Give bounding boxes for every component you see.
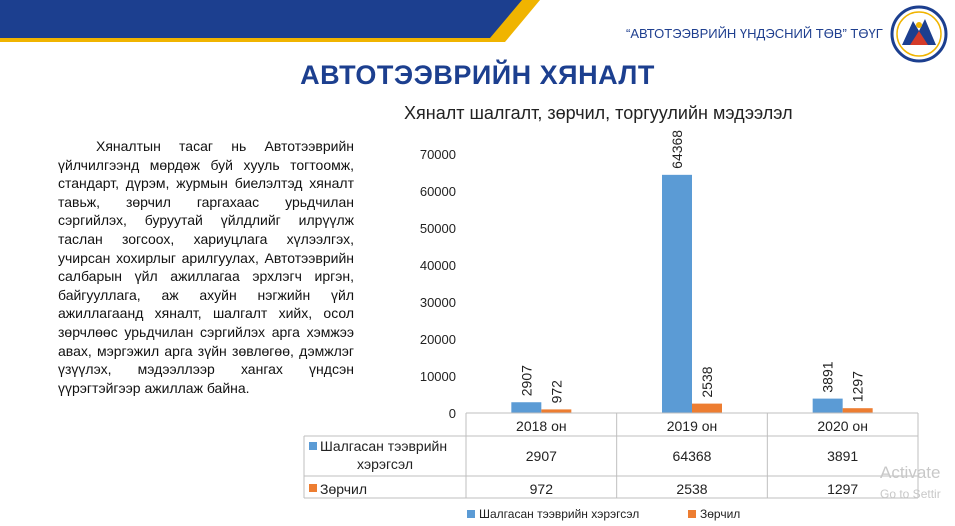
bar-inspected (511, 402, 542, 413)
y-tick-label: 70000 (420, 147, 456, 162)
data-label: 2907 (518, 365, 534, 396)
description-paragraph: Хяналтын тасаг нь Автотээврийн үйлчилгээ… (58, 138, 354, 396)
mountain-emblem-icon (890, 5, 948, 63)
table-legend-key (309, 442, 317, 450)
table-value: 3891 (827, 448, 858, 464)
data-label: 1297 (850, 371, 866, 402)
y-tick-label: 0 (449, 406, 456, 421)
bar-violations (541, 409, 572, 413)
bar-inspected (662, 174, 692, 413)
bar-inspected (812, 398, 843, 413)
data-label: 3891 (820, 361, 836, 392)
bar-violations (692, 403, 722, 413)
legend-key (688, 510, 696, 518)
data-label: 2538 (699, 366, 715, 397)
header-banner (0, 0, 540, 42)
y-tick-label: 10000 (420, 369, 456, 384)
organization-name: “АВТОТЭЭВРИЙН ҮНДЭСНИЙ ТӨВ” ТӨҮГ (626, 26, 883, 41)
x-category-label: 2020 он (817, 418, 868, 434)
table-series-label: хэрэгсэл (357, 456, 413, 472)
y-tick-label: 40000 (420, 258, 456, 273)
table-value: 2907 (526, 448, 557, 464)
data-label: 972 (548, 380, 564, 404)
table-series-label: Зөрчил (320, 481, 367, 497)
table-value: 2538 (676, 481, 707, 497)
table-value: 1297 (827, 481, 858, 497)
table-legend-key (309, 484, 317, 492)
slide-title: АВТОТЭЭВРИЙН ХЯНАЛТ (300, 60, 655, 90)
y-tick-label: 50000 (420, 221, 456, 236)
x-category-label: 2019 он (667, 418, 718, 434)
table-value: 64368 (673, 448, 712, 464)
y-tick-label: 60000 (420, 184, 456, 199)
x-category-label: 2018 он (516, 418, 567, 434)
activation-watermark-title: Activate (880, 463, 941, 482)
bar-violations (842, 408, 873, 413)
y-tick-label: 30000 (420, 295, 456, 310)
legend-label: Шалгасан тээврийн хэрэгсэл (479, 507, 639, 521)
legend-label: Зөрчил (700, 507, 740, 521)
data-label: 64368 (669, 130, 685, 169)
chart-title: Хяналт шалгалт, зөрчил, торгуулийн мэдээ… (404, 103, 793, 123)
banner-blue-band (0, 0, 522, 38)
table-series-label: Шалгасан тээврийн (320, 438, 447, 454)
y-tick-label: 20000 (420, 332, 456, 347)
activation-watermark-subtitle: Go to Settir (880, 487, 941, 501)
legend-key (467, 510, 475, 518)
table-value: 972 (530, 481, 554, 497)
